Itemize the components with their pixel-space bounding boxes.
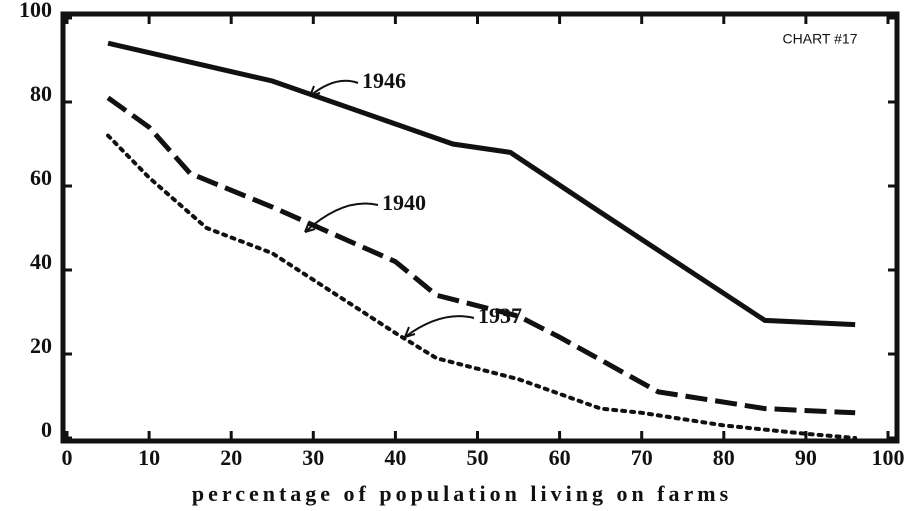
series-label: 1946	[362, 68, 406, 93]
label-arrow	[404, 315, 475, 338]
x-tick-label: 0	[62, 445, 73, 470]
x-tick-label: 60	[549, 445, 571, 470]
arrow-head	[404, 326, 416, 338]
series-line	[106, 95, 856, 416]
y-tick-label: 40	[30, 249, 52, 274]
series-line	[106, 133, 858, 440]
x-tick-label: 10	[138, 445, 160, 470]
series-line	[107, 40, 856, 328]
label-arrow	[309, 79, 359, 97]
x-tick-label: 40	[384, 445, 406, 470]
arrow-head	[309, 85, 321, 97]
y-tick-label: 100	[19, 0, 52, 22]
arrow-head	[304, 221, 316, 233]
plot-frame	[60, 11, 900, 444]
label-arrow	[304, 202, 379, 233]
x-tick-label: 20	[220, 445, 242, 470]
chart-annotation: CHART #17	[783, 31, 858, 47]
series-label: 1937	[478, 303, 522, 328]
x-tick-label: 100	[872, 445, 905, 470]
x-tick-label: 80	[713, 445, 735, 470]
y-tick-label: 20	[30, 333, 52, 358]
y-tick-label: 80	[30, 81, 52, 106]
x-tick-label: 50	[467, 445, 489, 470]
x-tick-label: 70	[631, 445, 653, 470]
series-label: 1940	[382, 190, 426, 215]
x-tick-label: 30	[302, 445, 324, 470]
y-tick-label: 60	[30, 165, 52, 190]
x-axis-label: percentage of population living on farms	[192, 481, 732, 506]
y-tick-label: 0	[41, 417, 52, 442]
x-tick-label: 90	[795, 445, 817, 470]
